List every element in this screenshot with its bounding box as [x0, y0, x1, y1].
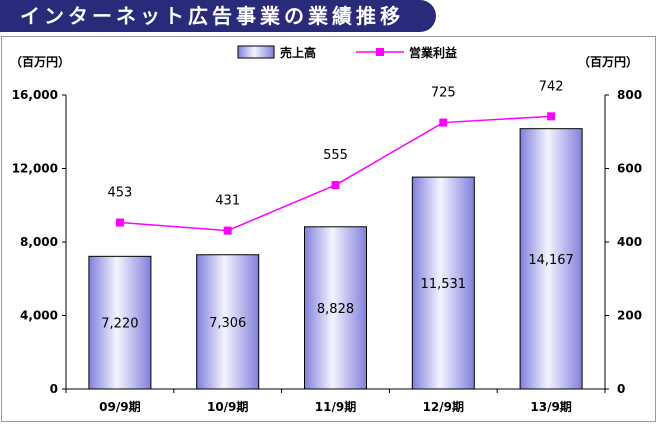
right-tick-label: 200	[617, 309, 642, 323]
bar-sales	[411, 176, 475, 390]
x-tick-label: 09/9期	[99, 399, 140, 414]
legend-label-profit: 営業利益	[409, 45, 457, 60]
bar-value-label: 7,220	[101, 317, 138, 332]
left-tick-label: 8,000	[20, 235, 58, 249]
chart-title-banner: インターネット広告事業の業績推移	[0, 0, 436, 32]
bar-sales	[196, 254, 260, 390]
bars	[88, 128, 583, 390]
labels: 7,220 7,306 8,828 11,531 14,167 453 431 555 725 7…	[101, 79, 574, 331]
bar-sales	[304, 226, 367, 390]
profit-point	[439, 118, 448, 127]
bar-value-label: 11,531	[421, 277, 467, 292]
right-tick-label: 400	[617, 235, 642, 249]
bar-value-label: 8,828	[317, 302, 354, 317]
right-axis-unit: （百万円）	[578, 54, 638, 69]
x-tick-label: 10/9期	[207, 399, 248, 414]
bar-sales	[519, 128, 583, 390]
right-tick-label: 0	[617, 382, 625, 396]
profit-value-label: 742	[539, 79, 564, 94]
profit-value-label: 555	[323, 148, 348, 163]
left-tick-label: 0	[50, 382, 58, 396]
x-tick-label: 13/9期	[530, 399, 571, 414]
profit-point	[115, 218, 124, 227]
legend-swatch-sales	[237, 45, 275, 59]
profit-value-label: 453	[107, 186, 132, 201]
right-tick-label: 800	[617, 88, 642, 102]
x-tick-label: 12/9期	[423, 399, 464, 414]
profit-polyline	[119, 115, 552, 232]
left-tick-label: 12,000	[12, 162, 58, 176]
left-tick-label: 4,000	[20, 309, 58, 323]
x-tick-label: 11/9期	[315, 399, 356, 414]
profit-value-label: 725	[431, 86, 456, 101]
profit-value-label: 431	[215, 194, 240, 209]
bar-sales	[88, 255, 152, 390]
profit-point	[223, 226, 232, 235]
left-tick-label: 16,000	[12, 88, 58, 102]
right-tick-label: 600	[617, 162, 642, 176]
legend-marker-profit	[376, 48, 384, 56]
profit-point	[331, 181, 340, 190]
legend-label-sales: 売上高	[280, 45, 316, 60]
bar-value-label: 7,306	[209, 316, 246, 331]
bar-value-label: 14,167	[528, 253, 574, 268]
profit-line	[115, 112, 556, 235]
profit-point	[547, 112, 556, 121]
left-axis-unit: （百万円）	[10, 54, 70, 69]
